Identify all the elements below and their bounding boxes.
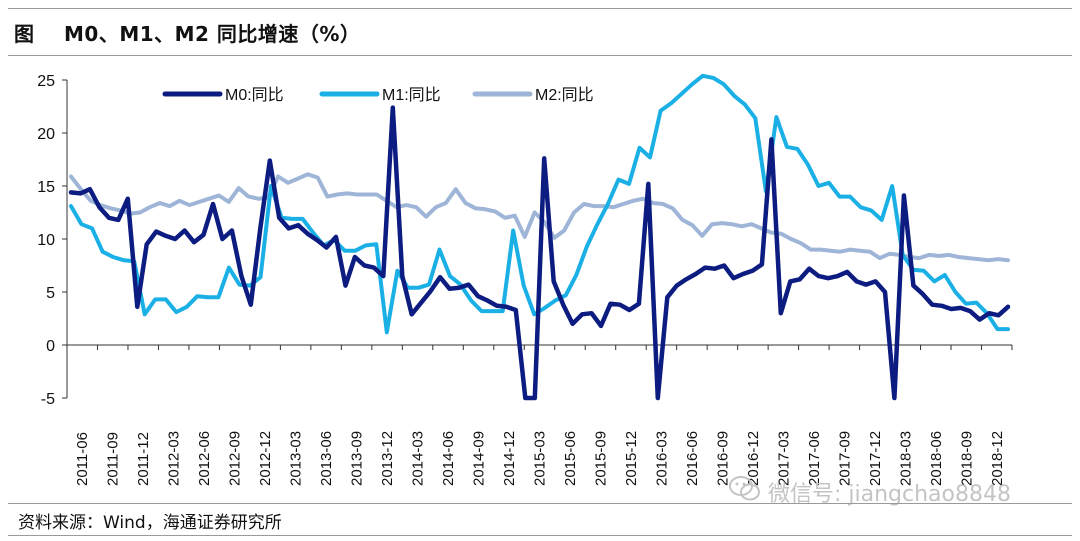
x-tick-label: 2018-03 <box>897 431 914 486</box>
x-tick-label: 2017-03 <box>775 431 792 486</box>
x-tick-label: 2012-12 <box>257 431 274 486</box>
wechat-icon <box>728 474 762 510</box>
chart-axes: -5 0 5 10 15 20 25 2011-06 2011-09 2011-12 2012-03… <box>37 73 1013 486</box>
y-tick-label: 10 <box>37 232 55 249</box>
x-tick-label: 2014-06 <box>440 431 457 486</box>
chart-header: 图 M0、M1、M2 同比增速（%） <box>14 14 360 50</box>
x-tick-label: 2014-09 <box>471 431 488 486</box>
x-tick-label: 2013-06 <box>318 431 335 486</box>
x-tick-label: 2011-12 <box>135 432 152 486</box>
x-tick-label: 2015-06 <box>562 431 579 486</box>
x-tick-label: 2013-03 <box>288 431 305 486</box>
x-tick-label: 2015-09 <box>592 431 609 486</box>
x-tick-label: 2014-12 <box>501 431 518 486</box>
legend-label: M1:同比 <box>382 86 441 104</box>
y-tick-label: 15 <box>37 179 55 196</box>
x-tick-label: 2014-03 <box>410 431 427 486</box>
y-tick-label: 20 <box>37 126 55 143</box>
y-tick-label: 25 <box>37 73 55 90</box>
x-tick-label: 2011-09 <box>105 432 122 486</box>
x-tick-label: 2018-09 <box>958 431 975 486</box>
x-tick-label: 2016-06 <box>684 431 701 486</box>
line-chart: -5 0 5 10 15 20 25 2011-06 2011-09 2011-12 2012-03… <box>37 73 1013 486</box>
x-tick-label: 2016-03 <box>653 431 670 486</box>
x-tick-label: 2012-06 <box>196 431 213 486</box>
x-tick-label: 2016-12 <box>745 431 762 486</box>
y-tick-label: 5 <box>46 285 55 302</box>
chart-title: M0、M1、M2 同比增速（%） <box>64 21 361 46</box>
chart-series <box>68 73 1011 401</box>
x-tick-label: 2013-09 <box>349 431 366 486</box>
x-tick-label: 2017-09 <box>836 431 853 486</box>
top-rule <box>8 8 1072 9</box>
x-tick-label: 2012-03 <box>166 431 183 486</box>
series-line <box>68 105 1011 401</box>
chart-legend: M0:同比 M1:同比 M2:同比 <box>162 86 594 104</box>
watermark-text: 微信号: jiangchao8848 <box>768 482 1011 507</box>
x-tick-label: 2012-09 <box>227 431 244 486</box>
x-tick-label: 2013-12 <box>379 431 396 486</box>
x-tick-label: 2015-03 <box>532 431 549 486</box>
y-tick-label: 0 <box>46 338 55 355</box>
title-rule <box>8 55 1072 56</box>
bottom-rule <box>8 535 1072 536</box>
x-tick-label: 2015-12 <box>623 431 640 486</box>
x-tick-label: 2017-12 <box>867 431 884 486</box>
x-tick-label: 2016-09 <box>714 431 731 486</box>
x-tick-label: 2018-12 <box>989 431 1006 486</box>
wechat-watermark: 微信号: jiangchao8848 <box>728 474 1011 510</box>
x-tick-label: 2017-06 <box>806 431 823 486</box>
source-rule <box>8 503 1072 504</box>
y-tick-label: -5 <box>41 391 55 408</box>
legend-label: M2:同比 <box>535 86 594 104</box>
x-tick-label: 2018-06 <box>928 431 945 486</box>
source-note: 资料来源：Wind，海通证券研究所 <box>18 513 282 533</box>
figure-label: 图 <box>14 21 34 46</box>
series-line <box>69 172 1010 263</box>
legend-label: M0:同比 <box>225 86 284 104</box>
x-tick-label: 2011-06 <box>74 432 91 486</box>
